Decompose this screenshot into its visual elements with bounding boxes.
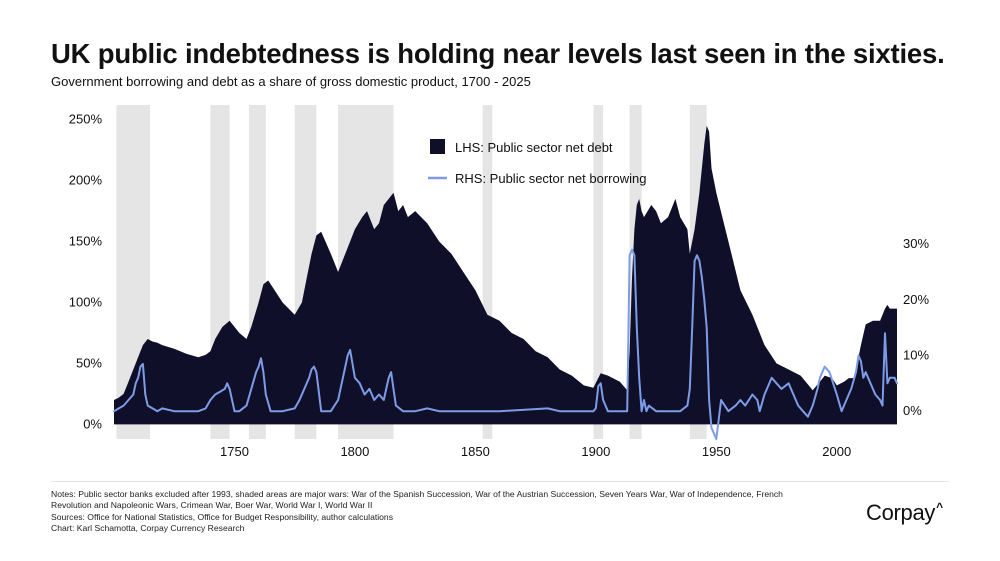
legend: LHS: Public sector net debt RHS: Public s…: [428, 139, 646, 186]
legend-label-debt: LHS: Public sector net debt: [455, 140, 613, 155]
notes-line: Revolution and Napoleonic Wars, Crimean …: [51, 500, 373, 511]
y-left-tick-label: 50%: [76, 355, 102, 370]
borrowing-line: [113, 248, 898, 440]
y-left-tick-label: 100%: [69, 294, 103, 309]
x-tick-label: 1800: [340, 444, 369, 459]
y-left-tick-label: 0%: [83, 416, 102, 431]
x-tick-label: 2000: [822, 444, 851, 459]
debt-area-layer: [114, 125, 897, 425]
debt-area: [114, 125, 897, 425]
notes-line: Notes: Public sector banks excluded afte…: [51, 489, 783, 499]
borrowing-line-layer: [113, 248, 898, 440]
chart-title: UK public indebtedness is holding near l…: [51, 38, 945, 69]
brand-caret-icon: ^: [936, 500, 943, 514]
x-tick-label: 1950: [702, 444, 731, 459]
credit-line: Chart: Karl Schamotta, Corpay Currency R…: [51, 522, 245, 533]
footer-divider: [51, 481, 949, 482]
y-right-tick-label: 20%: [903, 292, 929, 307]
chart: 0% 50% 100% 150% 200% 250% 0% 10% 20% 30% 1750 1800…: [69, 105, 930, 459]
y-left-tick-label: 150%: [69, 234, 103, 249]
x-tick-label: 1750: [220, 444, 249, 459]
chart-subtitle: Government borrowing and debt as a share…: [51, 74, 531, 89]
legend-label-borrowing: RHS: Public sector net borrowing: [455, 171, 646, 186]
y-right-tick-label: 30%: [903, 236, 929, 251]
x-tick-label: 1900: [581, 444, 610, 459]
y-right-tick-label: 10%: [903, 348, 929, 363]
sources-line: Sources: Office for National Statistics,…: [51, 511, 394, 522]
war-period-band: [482, 105, 493, 439]
brand-name: Corpay: [866, 500, 936, 525]
legend-swatch-debt: [430, 139, 445, 154]
y-left-tick-label: 250%: [69, 112, 103, 127]
y-left-tick-label: 200%: [69, 173, 103, 188]
war-period-band: [593, 105, 604, 439]
chart-notes: Notes: Public sector banks excluded afte…: [51, 489, 811, 534]
x-tick-label: 1850: [461, 444, 490, 459]
axes: 0% 50% 100% 150% 200% 250% 0% 10% 20% 30% 1750 1800…: [69, 112, 930, 459]
brand-logo: Corpay^: [866, 500, 943, 526]
y-right-tick-label: 0%: [903, 403, 922, 418]
